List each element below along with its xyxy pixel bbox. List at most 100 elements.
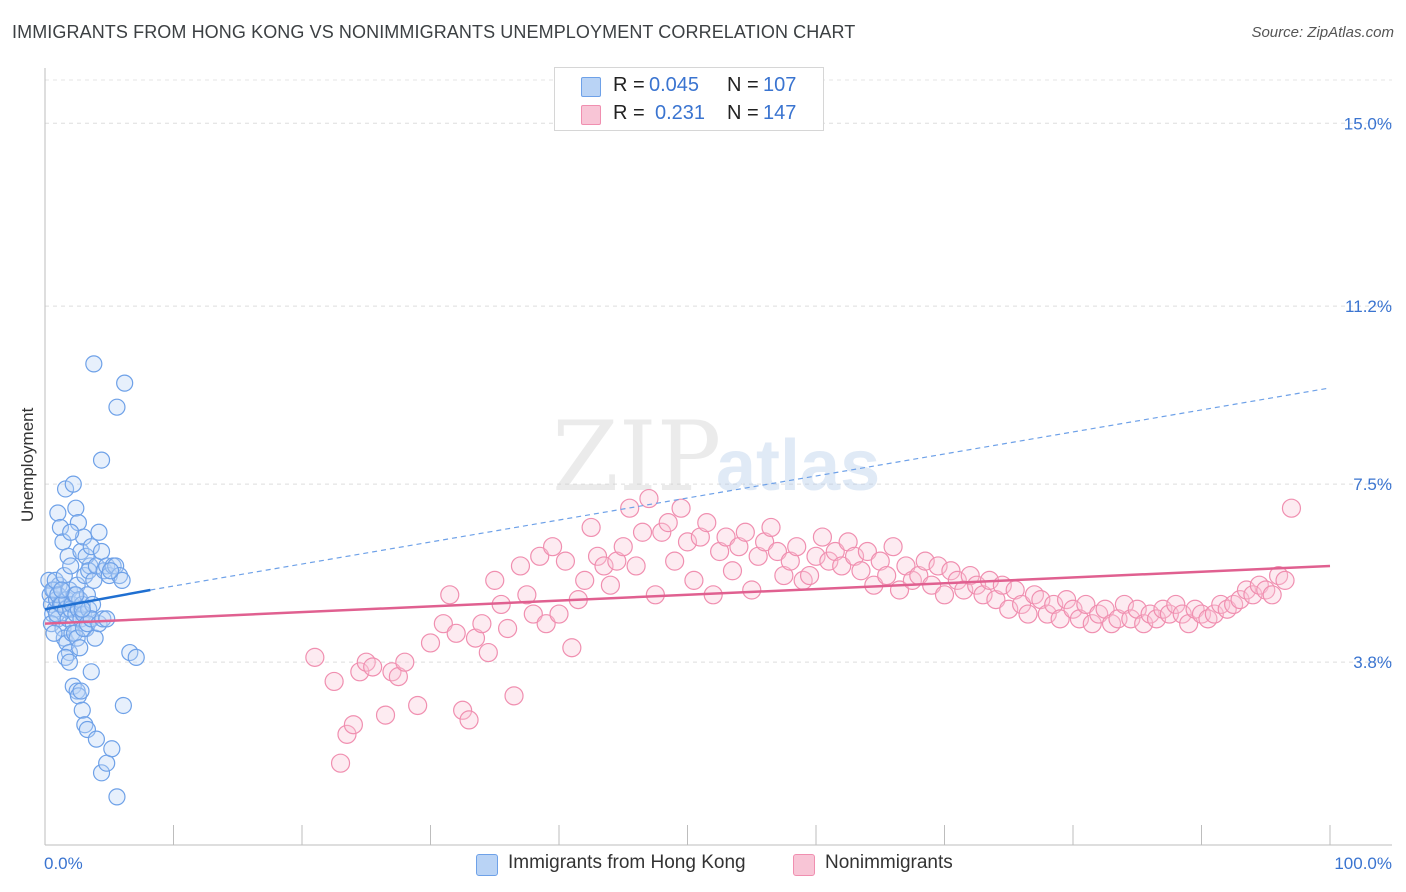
point-hong-kong	[40, 571, 58, 589]
point-hong-kong	[67, 499, 85, 517]
point-hong-kong	[73, 701, 91, 719]
point-hong-kong	[113, 571, 131, 589]
point-hong-kong	[49, 504, 67, 522]
point-nonimmigrant	[767, 541, 788, 562]
point-nonimmigrant	[542, 537, 563, 557]
point-nonimmigrant	[504, 686, 524, 706]
point-nonimmigrant	[587, 546, 608, 566]
legend-n-label: N =	[727, 74, 759, 96]
point-nonimmigrant	[697, 513, 717, 533]
legend-swatch-hong-kong	[581, 77, 601, 97]
watermark: ZIP atlas	[552, 401, 880, 513]
point-nonimmigrant	[375, 705, 396, 725]
point-nonimmigrant	[812, 527, 833, 547]
point-nonimmigrant	[517, 585, 537, 605]
point-nonimmigrant	[408, 695, 428, 716]
point-nonimmigrant	[941, 561, 961, 581]
point-hong-kong	[82, 663, 100, 681]
trend-hong-kong	[44, 588, 151, 611]
point-nonimmigrant	[600, 575, 621, 595]
bottom-legend-hong-kong: Immigrants from Hong Kong	[508, 852, 746, 873]
y-tick-label: 3.8%	[1353, 653, 1392, 672]
legend-n-value: 107	[763, 74, 797, 96]
point-nonimmigrant	[1134, 614, 1154, 634]
point-hong-kong	[60, 653, 79, 671]
point-nonimmigrant	[851, 561, 871, 581]
y-tick-label: 7.5%	[1353, 475, 1392, 494]
point-nonimmigrant	[446, 623, 466, 643]
point-nonimmigrant	[530, 546, 550, 566]
point-hong-kong	[108, 788, 126, 806]
point-nonimmigrant	[658, 513, 678, 533]
point-nonimmigrant	[350, 662, 370, 682]
point-nonimmigrant	[819, 551, 839, 571]
point-hong-kong	[114, 696, 132, 715]
point-nonimmigrant	[1050, 609, 1070, 629]
point-hong-kong	[103, 740, 121, 758]
point-nonimmigrant	[1262, 585, 1282, 605]
point-hong-kong	[92, 764, 111, 782]
point-hong-kong	[110, 566, 129, 585]
point-nonimmigrant	[787, 537, 807, 557]
point-hong-kong	[44, 581, 62, 599]
point-nonimmigrant	[799, 565, 820, 586]
point-nonimmigrant	[832, 556, 852, 576]
point-nonimmigrant	[1018, 604, 1038, 624]
point-nonimmigrant	[555, 551, 576, 571]
y-tick-label: 11.2%	[1345, 297, 1392, 316]
point-hong-kong	[46, 571, 64, 589]
point-hong-kong	[101, 562, 120, 580]
grid-lines	[45, 79, 1392, 663]
point-nonimmigrant	[735, 522, 755, 542]
point-hong-kong	[62, 557, 80, 575]
point-hong-kong	[92, 451, 111, 469]
point-nonimmigrant	[498, 618, 518, 639]
point-hong-kong	[98, 610, 116, 628]
point-nonimmigrant	[806, 546, 826, 566]
point-nonimmigrant	[1011, 594, 1032, 615]
point-hong-kong	[59, 547, 77, 565]
point-nonimmigrant	[575, 570, 595, 590]
point-nonimmigrant	[960, 565, 980, 586]
point-nonimmigrant	[549, 604, 569, 624]
point-nonimmigrant	[1281, 498, 1302, 518]
axes	[44, 68, 1392, 846]
point-nonimmigrant	[1056, 590, 1077, 610]
point-nonimmigrant	[857, 541, 878, 562]
point-nonimmigrant	[562, 638, 582, 658]
trend-hong-kong-extended	[150, 387, 1331, 591]
point-nonimmigrant	[536, 614, 556, 634]
point-hong-kong	[90, 523, 108, 541]
point-nonimmigrant	[1243, 585, 1263, 605]
point-hong-kong	[92, 542, 111, 561]
point-hong-kong	[85, 355, 103, 373]
series-nonimmigrants	[305, 488, 1302, 773]
point-hong-kong	[94, 610, 112, 628]
point-hong-kong	[67, 586, 85, 604]
point-nonimmigrant	[343, 715, 363, 735]
point-hong-kong	[82, 538, 100, 556]
point-hong-kong	[76, 716, 94, 734]
legend-row-hong-kong: R = 0.045 N = 107	[555, 72, 823, 100]
point-nonimmigrant	[324, 671, 344, 692]
source-note: Source: ZipAtlas.com	[1251, 24, 1394, 41]
point-nonimmigrant	[1172, 604, 1192, 624]
point-nonimmigrant	[420, 633, 441, 653]
point-nonimmigrant	[684, 570, 704, 590]
point-hong-kong	[51, 518, 70, 537]
legend-n-value: 147	[763, 102, 797, 124]
bottom-legend-swatch-nonimmigrants	[793, 854, 815, 876]
point-nonimmigrant	[363, 657, 383, 677]
point-nonimmigrant	[523, 604, 543, 624]
point-hong-kong	[116, 374, 134, 392]
point-nonimmigrant	[652, 522, 672, 542]
point-nonimmigrant	[742, 580, 762, 600]
point-nonimmigrant	[1063, 599, 1083, 619]
point-nonimmigrant	[934, 585, 955, 605]
point-nonimmigrant	[594, 556, 614, 576]
chart-title: IMMIGRANTS FROM HONG KONG VS NONIMMIGRAN…	[12, 22, 856, 42]
legend-r-label: R =	[613, 102, 645, 124]
point-hong-kong	[68, 629, 86, 647]
point-nonimmigrant	[1166, 594, 1186, 615]
point-nonimmigrant	[1275, 570, 1295, 590]
